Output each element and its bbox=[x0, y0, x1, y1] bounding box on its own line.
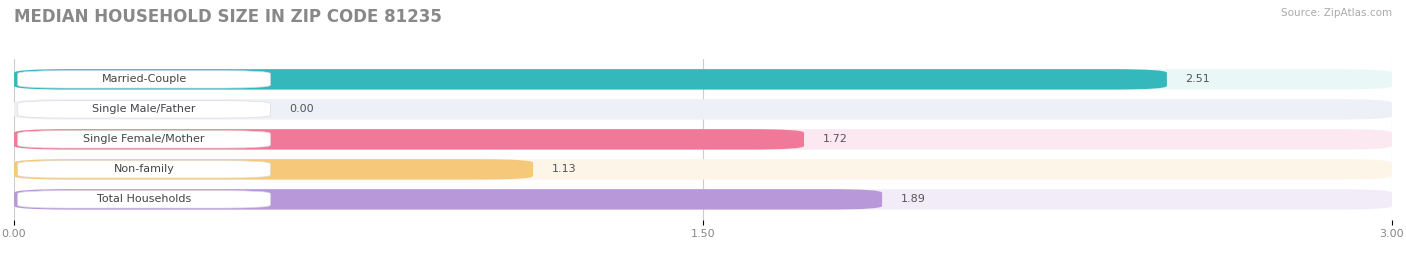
Text: Non-family: Non-family bbox=[114, 164, 174, 174]
FancyBboxPatch shape bbox=[14, 159, 1392, 180]
Text: Single Male/Father: Single Male/Father bbox=[93, 104, 195, 114]
Text: 2.51: 2.51 bbox=[1185, 74, 1211, 84]
FancyBboxPatch shape bbox=[14, 189, 882, 210]
FancyBboxPatch shape bbox=[14, 129, 1392, 150]
FancyBboxPatch shape bbox=[14, 129, 804, 150]
Text: MEDIAN HOUSEHOLD SIZE IN ZIP CODE 81235: MEDIAN HOUSEHOLD SIZE IN ZIP CODE 81235 bbox=[14, 8, 441, 26]
FancyBboxPatch shape bbox=[14, 69, 1167, 90]
Text: Married-Couple: Married-Couple bbox=[101, 74, 187, 84]
FancyBboxPatch shape bbox=[14, 99, 1392, 120]
Text: Single Female/Mother: Single Female/Mother bbox=[83, 134, 205, 144]
FancyBboxPatch shape bbox=[18, 101, 270, 118]
FancyBboxPatch shape bbox=[14, 159, 533, 180]
FancyBboxPatch shape bbox=[18, 161, 270, 178]
FancyBboxPatch shape bbox=[18, 131, 270, 148]
FancyBboxPatch shape bbox=[14, 69, 1392, 90]
Text: 1.13: 1.13 bbox=[551, 164, 576, 174]
FancyBboxPatch shape bbox=[18, 71, 270, 88]
Text: Source: ZipAtlas.com: Source: ZipAtlas.com bbox=[1281, 8, 1392, 18]
FancyBboxPatch shape bbox=[18, 191, 270, 208]
Text: 0.00: 0.00 bbox=[290, 104, 315, 114]
FancyBboxPatch shape bbox=[14, 189, 1392, 210]
Text: Total Households: Total Households bbox=[97, 194, 191, 204]
Text: 1.72: 1.72 bbox=[823, 134, 848, 144]
Text: 1.89: 1.89 bbox=[900, 194, 925, 204]
